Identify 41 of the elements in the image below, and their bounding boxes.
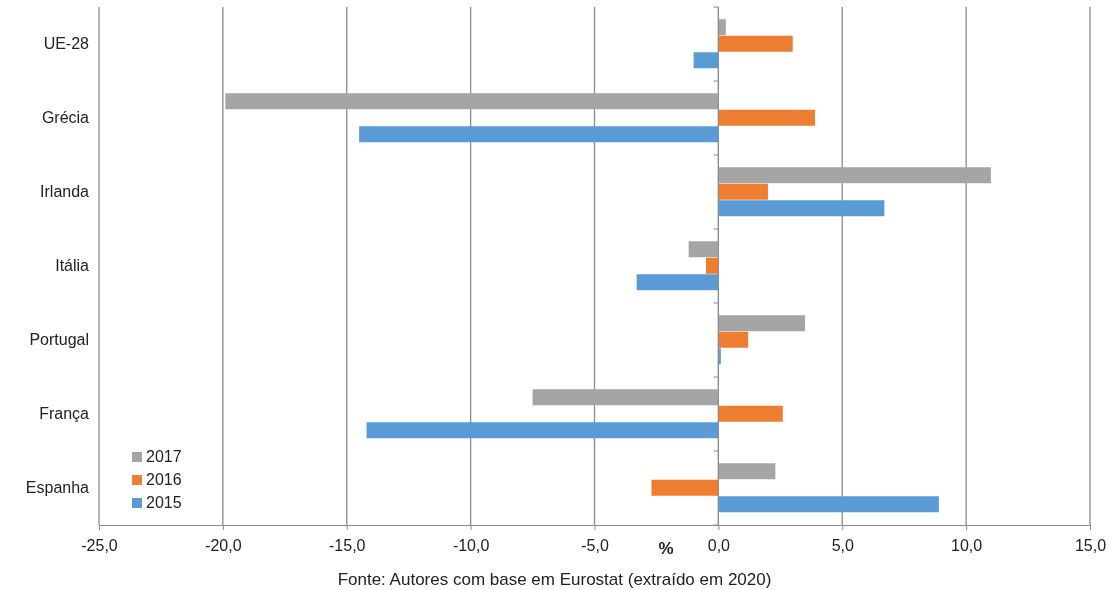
bar [651,479,719,496]
legend-label: 2017 [146,448,182,465]
bar [718,200,885,217]
y-tick-label: UE-28 [43,35,90,53]
x-tick-label: -15,0 [329,536,366,554]
bar [718,35,793,52]
legend-label: 2016 [146,471,182,488]
bar [718,167,991,184]
x-tick-label: -10,0 [452,536,490,554]
bar [718,109,815,126]
source-note: Fonte: Autores com base em Eurostat (extraído em 2020) [337,570,772,589]
bar [718,463,776,480]
bar [636,274,719,291]
legend-label: 2015 [146,494,182,511]
bar [532,389,719,406]
x-tick-label: 10,0 [951,536,983,554]
bar [718,19,726,36]
bar [718,331,749,348]
y-tick-label: Grécia [41,109,90,127]
bar [718,405,783,422]
y-tick-label: Itália [55,257,90,275]
y-tick-label: Portugal [29,331,89,349]
y-tick-label: Espanha [25,479,90,497]
x-tick-label: 15,0 [1074,536,1107,554]
x-tick-label: 5,0 [831,536,854,554]
bar [359,126,719,143]
y-tick-label: Irlanda [40,183,90,201]
bar [366,422,719,439]
bar [705,257,719,274]
x-tick-label: -25,0 [81,536,118,554]
bar [225,93,719,110]
bar [688,241,719,258]
x-tick-label: -5,0 [581,536,609,554]
bar [718,315,806,332]
x-tick-label: 0,0 [707,536,731,554]
x-tick-label: -20,0 [205,536,242,554]
bar [718,183,768,200]
bar [718,496,939,513]
x-axis-title: % [658,539,674,558]
y-tick-label: França [39,405,90,423]
bar [693,52,719,69]
